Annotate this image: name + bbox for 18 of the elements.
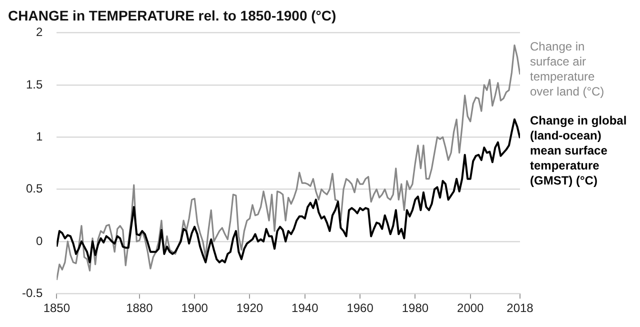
- series-label: Change in surface air temperature over land (°C): [530, 40, 604, 99]
- x-tick-label: 1940: [292, 301, 319, 316]
- y-tick-label: 1: [36, 129, 43, 144]
- y-tick-label: 0.5: [26, 182, 43, 196]
- chart-title: CHANGE in TEMPERATURE rel. to 1850-1900 (°C): [8, 7, 336, 24]
- y-tick-label: -0.5: [22, 286, 43, 300]
- series-label: Change in global (land-ocean) mean surface temperature (GMST) (°C): [530, 114, 627, 188]
- x-tick-label: 1920: [236, 301, 264, 316]
- x-tick-label: 2000: [457, 301, 484, 316]
- x-tick-label: 1900: [181, 301, 208, 316]
- x-tick-label: 1850: [43, 301, 70, 316]
- x-tick-label: 1960: [346, 301, 374, 316]
- x-tick-label: 1880: [126, 301, 154, 316]
- x-tick-label: 2018: [506, 301, 534, 316]
- y-tick-label: 0: [36, 234, 43, 248]
- x-tick-label: 1980: [402, 301, 429, 316]
- y-tick-label: 2: [36, 25, 43, 40]
- y-tick-label: 1.5: [26, 77, 43, 92]
